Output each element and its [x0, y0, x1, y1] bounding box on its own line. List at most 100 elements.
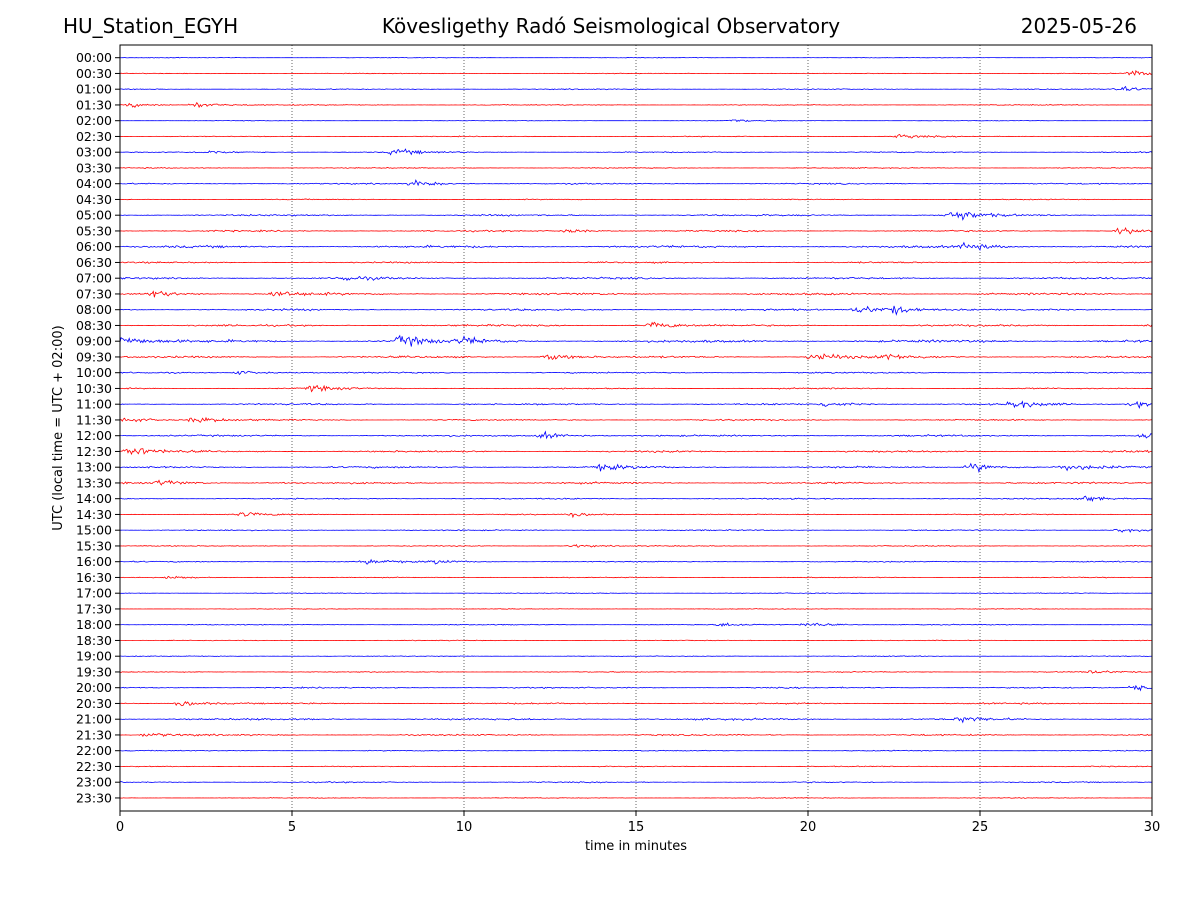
y-tick-label: 09:30: [76, 349, 112, 364]
y-tick-label: 07:30: [76, 286, 112, 301]
trace-1630: [119, 575, 1153, 579]
trace-0800: [119, 305, 1153, 316]
trace-0900: [119, 334, 1153, 347]
trace-group: [119, 56, 1153, 799]
trace-2000: [119, 684, 1153, 692]
y-tick-label: 04:00: [76, 176, 112, 191]
trace-1000: [119, 370, 1153, 375]
y-tick-label: 12:30: [76, 444, 112, 459]
y-tick-label: 19:30: [76, 664, 112, 679]
x-tick-label-0: 0: [116, 820, 124, 835]
trace-2300: [119, 781, 1153, 784]
trace-0530: [119, 226, 1153, 235]
trace-0000: [119, 56, 1153, 59]
x-axis-label: time in minutes: [585, 839, 687, 854]
trace-1200: [119, 430, 1153, 440]
trace-0600: [119, 241, 1153, 251]
y-tick-label: 15:30: [76, 538, 112, 553]
trace-1230: [119, 448, 1153, 456]
y-tick-label: 20:00: [76, 680, 112, 695]
y-tick-label: 22:30: [76, 759, 112, 774]
trace-1330: [119, 479, 1153, 486]
trace-0300: [119, 148, 1153, 156]
y-tick-label: 19:00: [76, 649, 112, 664]
y-tick-label: 11:30: [76, 412, 112, 427]
trace-1300: [119, 462, 1153, 474]
trace-1700: [119, 592, 1153, 595]
y-tick-label: 09:00: [76, 334, 112, 349]
y-tick-label: 08:30: [76, 318, 112, 333]
trace-0330: [119, 167, 1153, 170]
trace-2100: [119, 716, 1153, 724]
trace-1600: [119, 558, 1153, 565]
trace-1430: [119, 512, 1153, 519]
trace-1400: [119, 495, 1153, 502]
trace-0930: [119, 353, 1153, 361]
y-tick-label: 14:30: [76, 507, 112, 522]
y-tick-label: 17:00: [76, 586, 112, 601]
y-tick-label: 01:30: [76, 97, 112, 112]
trace-0230: [120, 133, 1153, 139]
trace-2030: [119, 701, 1153, 707]
trace-1900: [119, 655, 1153, 658]
trace-2330: [119, 797, 1153, 799]
trace-0430: [119, 198, 1153, 201]
trace-1730: [119, 608, 1153, 610]
x-tick-label-6: 30: [1144, 820, 1161, 835]
trace-1030: [119, 384, 1152, 393]
trace-1530: [119, 543, 1153, 548]
y-tick-label: 18:00: [76, 617, 112, 632]
y-tick-label: 22:00: [76, 743, 112, 758]
trace-0030: [119, 69, 1153, 76]
x-tick-label-2: 10: [456, 820, 473, 835]
y-tick-label: 13:30: [76, 475, 112, 490]
y-axis: 00:0000:3001:0001:3002:0002:3003:0003:30…: [76, 50, 120, 805]
trace-0700: [119, 276, 1153, 282]
trace-2200: [119, 749, 1153, 752]
y-tick-label: 05:30: [76, 223, 112, 238]
x-tick-label-3: 15: [628, 820, 645, 835]
y-tick-label: 01:00: [76, 82, 112, 97]
y-tick-label: 17:30: [76, 601, 112, 616]
y-tick-label: 11:00: [76, 397, 112, 412]
y-tick-label: 20:30: [76, 696, 112, 711]
y-tick-label: 10:30: [76, 381, 112, 396]
y-tick-label: 23:30: [76, 790, 112, 805]
station-name: HU_Station_EGYH: [63, 14, 239, 38]
y-tick-label: 00:30: [76, 66, 112, 81]
y-tick-label: 06:00: [76, 239, 112, 254]
y-tick-label: 07:00: [76, 271, 112, 286]
y-tick-label: 18:30: [76, 633, 112, 648]
y-tick-label: 12:00: [76, 428, 112, 443]
trace-1930: [119, 670, 1153, 674]
y-tick-label: 00:00: [76, 50, 112, 65]
trace-1100: [119, 400, 1153, 410]
trace-1800: [119, 622, 1153, 628]
x-tick-label-1: 5: [288, 820, 296, 835]
y-tick-label: 06:30: [76, 255, 112, 270]
trace-1830: [119, 639, 1153, 642]
x-tick-label-4: 20: [800, 820, 817, 835]
y-tick-label: 13:00: [76, 460, 112, 475]
trace-1500: [119, 528, 1153, 533]
trace-0130: [119, 101, 1153, 109]
trace-1130: [119, 416, 1153, 423]
observatory-title: Kövesligethy Radó Seismological Observat…: [381, 14, 841, 38]
trace-0630: [119, 261, 1153, 265]
y-tick-label: 05:00: [76, 208, 112, 223]
y-tick-label: 21:30: [76, 727, 112, 742]
vertical-grid: [291, 45, 981, 811]
trace-2130: [119, 732, 1153, 738]
y-tick-label: 14:00: [76, 491, 112, 506]
trace-0730: [119, 290, 1153, 298]
x-axis: 0 5 10 15 20 25 30: [116, 811, 1160, 835]
trace-2230: [119, 765, 1153, 768]
x-tick-label-5: 25: [972, 820, 989, 835]
trace-0500: [119, 211, 1153, 221]
y-tick-label: 15:00: [76, 523, 112, 538]
y-axis-label: UTC (local time = UTC + 02:00): [51, 325, 66, 530]
trace-0100: [119, 85, 1153, 92]
y-tick-label: 08:00: [76, 302, 112, 317]
y-tick-label: 10:00: [76, 365, 112, 380]
